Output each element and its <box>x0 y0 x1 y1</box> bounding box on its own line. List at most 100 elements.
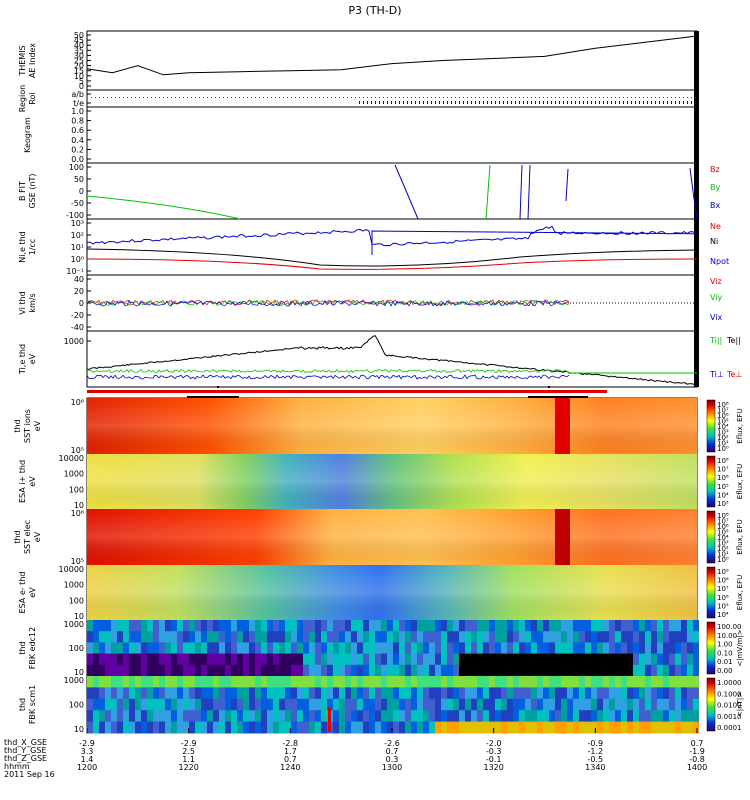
fbk-cell <box>159 710 165 723</box>
fbk-cell <box>489 664 495 677</box>
fbk-cell <box>453 642 459 655</box>
fbk-cell <box>387 698 393 711</box>
fbk-cell <box>555 676 561 688</box>
fbk-cell <box>663 664 669 677</box>
fbk-cell <box>147 698 153 711</box>
fbk-cell <box>627 620 633 632</box>
fbk-cell <box>633 642 639 655</box>
fbk-cell <box>537 698 543 711</box>
fbk-cell <box>177 664 183 677</box>
region-dot <box>423 101 424 104</box>
y-axis-label: Region <box>18 85 27 112</box>
fbk-cell <box>573 687 579 700</box>
fbk-cell <box>549 642 555 655</box>
y-tick-label: 10 <box>74 72 84 81</box>
fbk-cell <box>675 664 681 677</box>
panel-bfield: B FIT GSE (nT) 100 50 0 -50 -100 <box>18 162 698 220</box>
fbk-cell <box>255 620 261 632</box>
fbk-cell <box>627 642 633 655</box>
fbk-cell <box>363 721 369 734</box>
fbk-cell <box>111 721 117 734</box>
fbk-cell <box>213 698 219 711</box>
fbk-cell <box>279 687 285 700</box>
x-axis-value-thd_Z_GSE: 1.4 <box>81 755 94 764</box>
y-tick-label: 45 <box>74 36 84 45</box>
fbk-cell <box>285 620 291 632</box>
fbk-cell <box>393 687 399 700</box>
x-axis-value-hhmm: 1300 <box>382 763 402 772</box>
fbk-cell <box>345 664 351 677</box>
region-dot <box>495 97 496 98</box>
region-dot <box>503 101 504 104</box>
colorbar-tick-label: 10⁴ <box>717 534 729 542</box>
fbk-cell <box>681 687 687 700</box>
region-dot <box>103 97 104 98</box>
fbk-cell <box>627 631 633 643</box>
region-dot <box>595 101 596 104</box>
region-dot <box>695 97 696 98</box>
fbk-cell <box>261 653 267 666</box>
y-tick-label: 10 <box>74 668 84 677</box>
fbk-cell <box>597 687 603 700</box>
fbk-cell <box>111 676 117 688</box>
fbk-cell <box>453 721 459 734</box>
fbk-cell <box>333 642 339 655</box>
fbk-cell <box>549 721 555 734</box>
fbk-cell <box>453 710 459 723</box>
fbk-cell <box>195 710 201 723</box>
density-npot-line <box>86 225 698 255</box>
colorbar <box>706 677 716 732</box>
fbk-cell <box>309 721 315 734</box>
fbk-cell <box>507 676 513 688</box>
y-axis-label: FBK scm1 <box>28 685 37 724</box>
fbk-cell <box>471 620 477 632</box>
fbk-cell <box>555 698 561 711</box>
region-dot <box>675 101 676 104</box>
fbk-cell <box>255 710 261 723</box>
fbk-cell <box>591 664 597 677</box>
fbk-cell <box>339 687 345 700</box>
fbk-cell <box>633 721 639 734</box>
region-dot <box>367 97 368 98</box>
fbk-cell <box>693 687 699 700</box>
fbk-cell <box>609 642 615 655</box>
fbk-cell <box>117 631 123 643</box>
fbk-cell <box>639 710 645 723</box>
fbk-cell <box>195 620 201 632</box>
fbk-cell <box>531 620 537 632</box>
fbk-cell <box>219 676 225 688</box>
fbk-cell <box>369 642 375 655</box>
fbk-cell <box>285 687 291 700</box>
region-dot <box>643 101 644 104</box>
fbk-cell <box>189 653 195 666</box>
fbk-cell <box>645 642 651 655</box>
fbk-cell <box>657 620 663 632</box>
fbk-cell <box>513 710 519 723</box>
fbk-cell <box>327 653 333 666</box>
fbk-cell <box>123 676 129 688</box>
fbk-cell <box>213 631 219 643</box>
fbk-cell <box>213 642 219 655</box>
region-dot <box>503 97 504 98</box>
region-dot <box>215 97 216 98</box>
colorbar-label: Eflux, EFU <box>736 464 744 499</box>
fbk-cell <box>225 698 231 711</box>
y-tick-label: 100 <box>69 644 84 653</box>
fbk-cell <box>261 721 267 734</box>
colorbar <box>706 621 716 675</box>
fbk-cell <box>327 642 333 655</box>
fbk-cell <box>141 631 147 643</box>
colorbar <box>706 510 716 564</box>
fbk-cell <box>321 631 327 643</box>
fbk-cell <box>405 620 411 632</box>
fbk-cell <box>165 653 171 666</box>
fbk-cell <box>585 687 591 700</box>
fbk-cell <box>315 620 321 632</box>
temperature-te-line <box>86 334 698 386</box>
fbk-cell <box>537 653 543 666</box>
fbk-cell <box>333 653 339 666</box>
fbk-cell <box>417 687 423 700</box>
fbk-cell <box>165 698 171 711</box>
region-dot <box>639 101 640 104</box>
fbk-cell <box>153 620 159 632</box>
